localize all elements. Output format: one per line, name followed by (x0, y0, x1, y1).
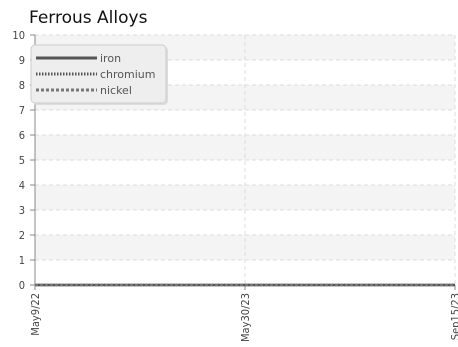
y-tick-label: 9 (19, 54, 25, 67)
x-tick-label: May30/23 (239, 293, 252, 342)
y-tick-label: 1 (19, 254, 25, 267)
legend-label-nickel: nickel (100, 84, 132, 97)
y-tick-label: 2 (19, 229, 25, 242)
y-tick-label: 8 (19, 79, 25, 92)
x-axis-ticks: May9/22 May30/23 Sep15/23 (29, 285, 458, 342)
y-tick-label: 6 (19, 129, 25, 142)
legend: iron chromium nickel (30, 44, 168, 105)
y-tick-label: 3 (19, 204, 25, 217)
x-tick-label: May9/22 (29, 293, 42, 336)
y-tick-label: 5 (19, 154, 25, 167)
chart-title: Ferrous Alloys (29, 8, 148, 28)
legend-label-chromium: chromium (100, 68, 156, 81)
y-tick-label: 7 (19, 104, 25, 117)
x-tick-label: Sep15/23 (449, 293, 458, 340)
legend-label-iron: iron (100, 52, 121, 65)
y-tick-label: 10 (12, 29, 25, 42)
y-tick-label: 4 (19, 179, 25, 192)
y-tick-label: 0 (19, 279, 25, 292)
